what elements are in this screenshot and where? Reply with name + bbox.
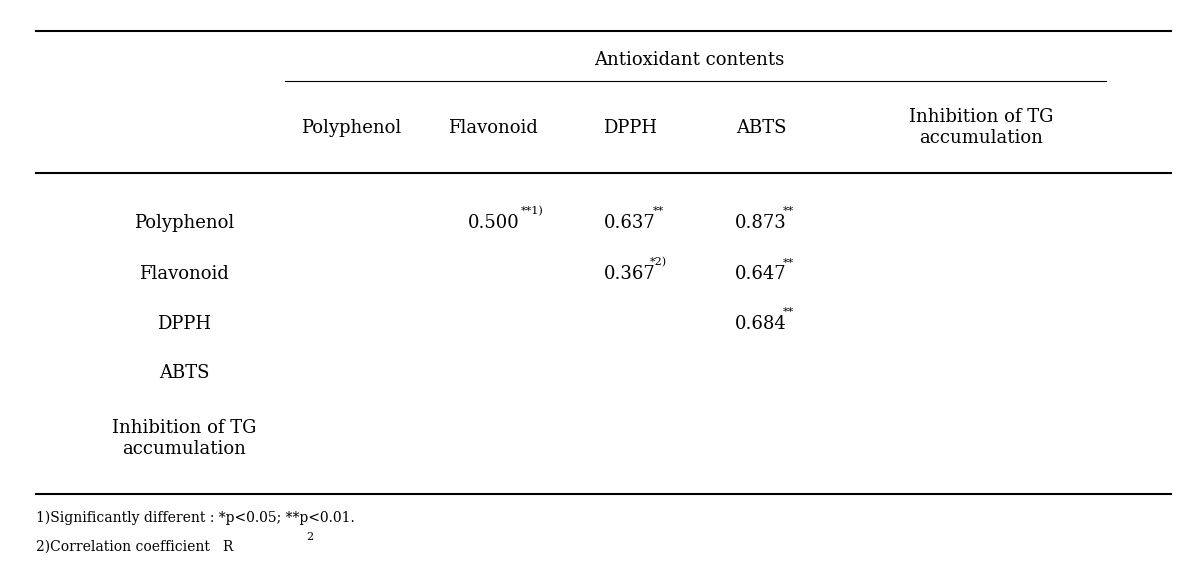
Text: DPPH: DPPH (603, 119, 658, 137)
Text: 0.684: 0.684 (735, 315, 787, 333)
Text: 1)Significantly different : *p<0.05; **p<0.01.: 1)Significantly different : *p<0.05; **p… (36, 511, 354, 525)
Text: Flavonoid: Flavonoid (139, 265, 229, 283)
Text: **: ** (784, 257, 794, 268)
Text: 0.647: 0.647 (735, 265, 787, 283)
Text: 0.367: 0.367 (604, 265, 656, 283)
Text: Antioxidant contents: Antioxidant contents (594, 51, 785, 69)
Text: ABTS: ABTS (736, 119, 786, 137)
Text: 2: 2 (307, 532, 314, 542)
Text: 0.873: 0.873 (735, 214, 787, 232)
Text: 0.500: 0.500 (467, 214, 520, 232)
Text: 2)Correlation coefficient   R: 2)Correlation coefficient R (36, 540, 233, 553)
Text: Polyphenol: Polyphenol (301, 119, 401, 137)
Text: **: ** (653, 206, 663, 216)
Text: DPPH: DPPH (157, 315, 212, 333)
Text: **: ** (784, 307, 794, 317)
Text: Flavonoid: Flavonoid (448, 119, 539, 137)
Text: **: ** (784, 206, 794, 216)
Text: Inhibition of TG
accumulation: Inhibition of TG accumulation (112, 419, 257, 458)
Text: 0.637: 0.637 (604, 214, 656, 232)
Text: *2): *2) (649, 257, 667, 268)
Text: **1): **1) (521, 206, 543, 216)
Text: Polyphenol: Polyphenol (134, 214, 234, 232)
Text: ABTS: ABTS (159, 364, 209, 382)
Text: Inhibition of TG
accumulation: Inhibition of TG accumulation (908, 108, 1053, 147)
